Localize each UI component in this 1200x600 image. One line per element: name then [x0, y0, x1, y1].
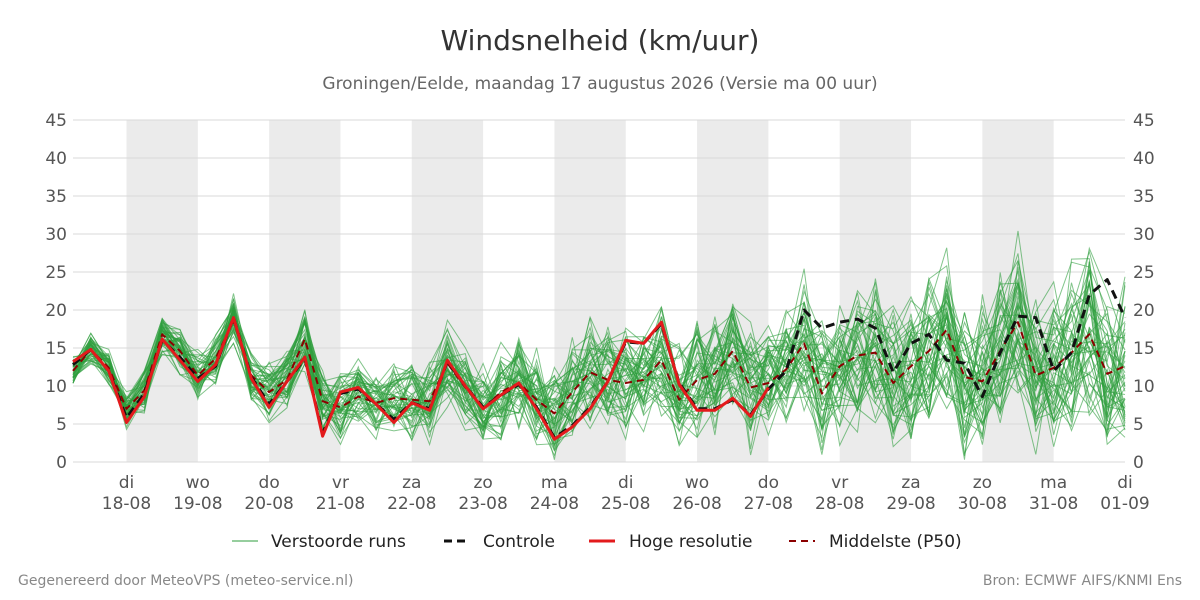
y-tick-label-right: 10	[1133, 377, 1155, 397]
ensemble-member-line	[72, 268, 1126, 437]
x-tick-date: 31-08	[1029, 494, 1078, 514]
x-tick-day: wo	[186, 473, 210, 493]
x-tick-day: di	[618, 473, 634, 493]
footer-right: Bron: ECMWF AIFS/KNMI Ens	[983, 573, 1182, 589]
legend-item-p50: Middelste (P50)	[789, 532, 962, 552]
x-tick-day: wo	[685, 473, 709, 493]
x-tick-date: 30-08	[958, 494, 1007, 514]
x-tick-date: 20-08	[244, 494, 293, 514]
x-tick-date: 29-08	[886, 494, 935, 514]
footer-left: Gegenereerd door MeteoVPS (meteo-service…	[18, 573, 353, 589]
x-tick-day: ma	[541, 473, 568, 493]
main-series	[72, 278, 1127, 441]
x-tick-date: 22-08	[387, 494, 436, 514]
y-tick-label-left: 40	[45, 149, 67, 169]
chart-subtitle: Groningen/Eelde, maandag 17 augustus 202…	[322, 74, 877, 94]
x-tick-date: 23-08	[458, 494, 507, 514]
x-tick-date: 27-08	[744, 494, 793, 514]
y-tick-label-right: 0	[1133, 453, 1144, 473]
legend-item-hoge-resolutie: Hoge resolutie	[589, 532, 753, 552]
x-tick-date: 01-09	[1100, 494, 1149, 514]
legend-label-ensemble: Verstoorde runs	[271, 532, 406, 552]
x-tick-day: vr	[332, 473, 349, 493]
x-tick-date: 18-08	[102, 494, 151, 514]
y-tick-label-right: 20	[1133, 301, 1155, 321]
legend: Verstoorde runs Controle Hoge resolutie …	[232, 532, 962, 552]
x-tick-day: di	[1117, 473, 1133, 493]
ensemble-member-line	[72, 247, 1126, 437]
x-tick-date: 28-08	[815, 494, 864, 514]
legend-label-controle: Controle	[483, 532, 555, 552]
hoge-resolutie-line	[72, 316, 770, 441]
y-tick-label-right: 35	[1133, 187, 1155, 207]
y-tick-label-right: 40	[1133, 149, 1155, 169]
legend-label-p50: Middelste (P50)	[829, 532, 962, 552]
x-tick-date: 24-08	[530, 494, 579, 514]
y-tick-label-right: 25	[1133, 263, 1155, 283]
x-tick-date: 25-08	[601, 494, 650, 514]
y-axis-ticks: 0 0 5 5 10 10 15 15 20 20 25 25 30 30 35 35 40 40 45 45	[45, 111, 1154, 473]
y-tick-label-left: 25	[45, 263, 67, 283]
ensemble-member-line	[72, 258, 1126, 443]
y-tick-label-right: 15	[1133, 339, 1155, 359]
x-axis-ticks: di18-08wo19-08do20-08vr21-08za22-08zo23-…	[102, 473, 1150, 514]
legend-label-hoge-resolutie: Hoge resolutie	[629, 532, 753, 552]
x-tick-day: vr	[831, 473, 848, 493]
y-tick-label-right: 30	[1133, 225, 1155, 245]
x-tick-date: 19-08	[173, 494, 222, 514]
x-tick-day: di	[119, 473, 135, 493]
y-tick-label-right: 5	[1133, 415, 1144, 435]
x-tick-day: ma	[1040, 473, 1067, 493]
y-tick-label-left: 45	[45, 111, 67, 131]
y-tick-label-left: 20	[45, 301, 67, 321]
y-tick-label-left: 5	[56, 415, 67, 435]
legend-item-ensemble: Verstoorde runs	[232, 532, 406, 552]
ensemble-member-line	[72, 301, 1126, 455]
chart-title: Windsnelheid (km/uur)	[441, 24, 760, 57]
x-tick-day: za	[402, 473, 421, 493]
y-tick-label-left: 30	[45, 225, 67, 245]
x-tick-day: zo	[473, 473, 492, 493]
ensemble-member-line	[72, 295, 1126, 433]
y-tick-label-left: 35	[45, 187, 67, 207]
y-tick-label-left: 10	[45, 377, 67, 397]
y-tick-label-left: 15	[45, 339, 67, 359]
x-tick-date: 21-08	[316, 494, 365, 514]
x-tick-day: za	[901, 473, 920, 493]
x-tick-date: 26-08	[672, 494, 721, 514]
legend-item-controle: Controle	[444, 532, 555, 552]
y-tick-label-left: 0	[56, 453, 67, 473]
x-tick-day: zo	[973, 473, 992, 493]
x-tick-day: do	[758, 473, 779, 493]
y-tick-label-right: 45	[1133, 111, 1155, 131]
x-tick-day: do	[259, 473, 280, 493]
